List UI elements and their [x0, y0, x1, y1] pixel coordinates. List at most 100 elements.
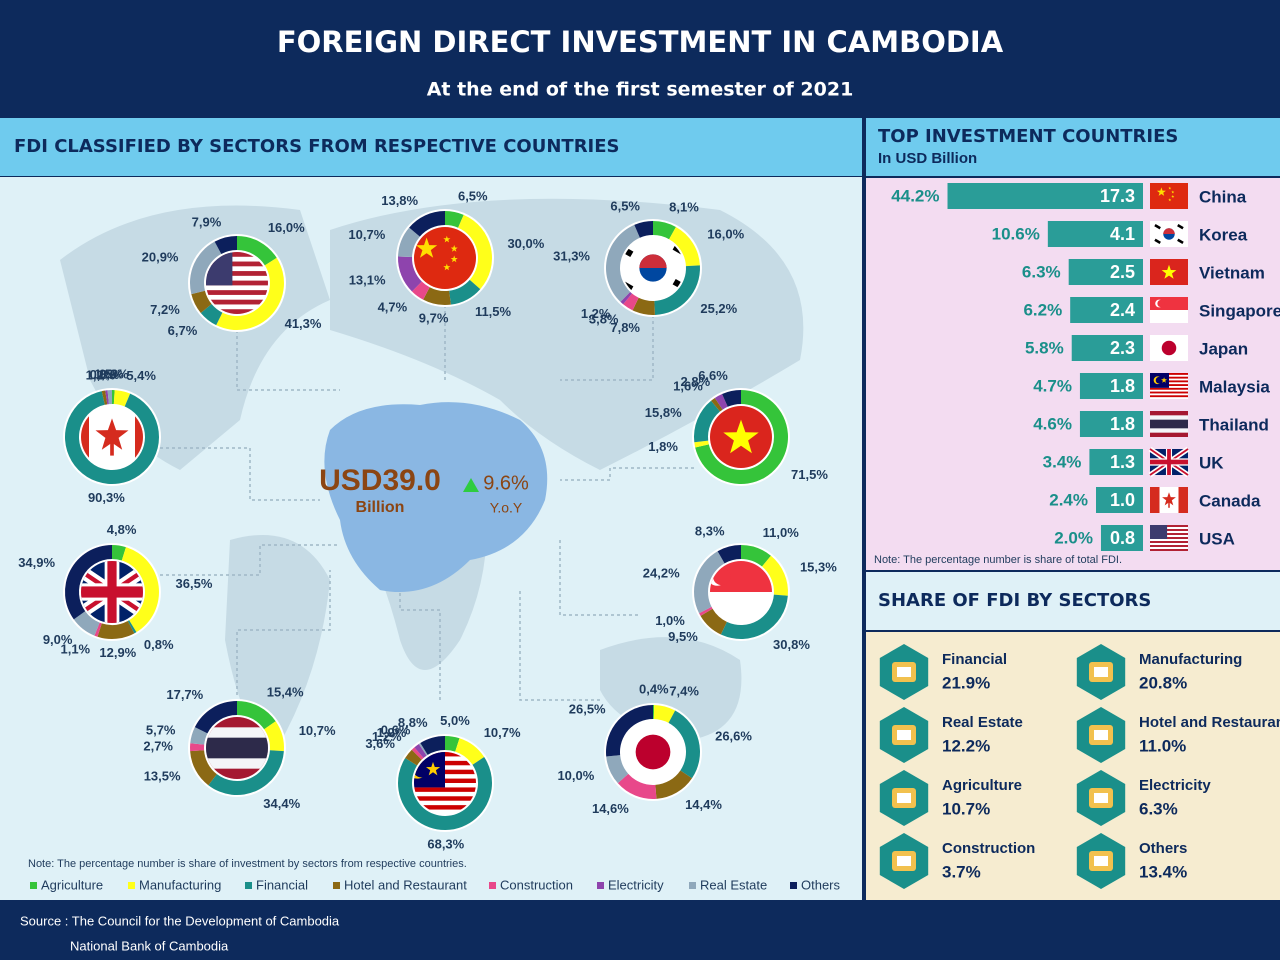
flag-part: [1161, 264, 1177, 279]
donut-segment: [420, 736, 445, 755]
flag: [1150, 297, 1188, 323]
growth-arrow: [463, 478, 479, 492]
flag-part: [414, 787, 476, 792]
data-label: 26,6%: [715, 728, 752, 743]
donut-segment: [458, 214, 493, 290]
data-label: 1,2%: [86, 367, 116, 382]
bar-share: 3.4%: [1043, 452, 1082, 471]
bar-value: 4.1: [1110, 224, 1135, 244]
data-label: 4,7%: [378, 299, 408, 314]
data-label: 8,1%: [669, 199, 699, 214]
flag-part: [450, 245, 458, 252]
data-label: 6,7%: [168, 323, 198, 338]
bar: [1079, 373, 1143, 399]
legend-label: Agriculture: [41, 877, 103, 892]
country-label: Singapore: [1199, 301, 1280, 320]
flag-part: [206, 252, 268, 257]
donut-segment: [190, 727, 208, 745]
legend-swatch: [597, 882, 604, 889]
bar: [947, 183, 1143, 209]
bar-note: Note: The percentage number is share of …: [874, 554, 1122, 566]
data-label: 26,5%: [569, 702, 606, 717]
data-label: 14,6%: [592, 801, 629, 816]
bar-share: 2.4%: [1049, 490, 1088, 509]
connector: [236, 330, 340, 391]
sector-icon-detail: [897, 667, 911, 677]
data-label: 12,9%: [99, 645, 136, 660]
source: Source : The Council for the Development…: [20, 913, 340, 928]
data-label: 9,5%: [668, 629, 698, 644]
donut-segment: [654, 265, 701, 315]
flag: [710, 561, 772, 623]
sector-value: 3.7%: [942, 862, 981, 881]
sector-value: 12.2%: [942, 736, 990, 755]
donut-segment: [113, 390, 131, 407]
donut-segment: [190, 750, 217, 786]
bar-value: 0.8: [1110, 528, 1135, 548]
donut-segment: [73, 611, 100, 636]
flag: [414, 752, 476, 814]
sector-value: 21.9%: [942, 673, 990, 692]
country-label: UK: [1199, 453, 1224, 472]
donut-segment: [634, 221, 653, 238]
donut-segment: [606, 755, 629, 784]
sector-value: 11.0%: [1139, 736, 1186, 755]
bar: [1089, 449, 1143, 475]
flag-part: [1150, 387, 1188, 390]
flag-part: [81, 586, 143, 598]
main-title: FOREIGN DIRECT INVESTMENT IN CAMBODIA: [277, 25, 1004, 59]
donut-segment: [418, 742, 428, 756]
flag-part: [1150, 533, 1188, 535]
donut-segment: [653, 705, 676, 723]
connector: [160, 544, 340, 576]
bar: [1070, 297, 1143, 323]
sectors-area: [866, 632, 1280, 900]
flag-part: [206, 261, 268, 267]
donut-segment: [606, 224, 640, 302]
donut-segment: [423, 287, 451, 306]
bar-value: 1.8: [1110, 376, 1135, 396]
donut-segment: [107, 390, 112, 405]
legend-label: Others: [801, 877, 841, 892]
data-label: 7,2%: [150, 302, 180, 317]
panel-header: [0, 118, 862, 176]
sector-icon-detail: [1094, 793, 1108, 803]
flag-part: [1150, 537, 1188, 539]
flag: [1150, 335, 1188, 361]
donut-segment: [237, 236, 277, 266]
donut-segment: [455, 738, 485, 765]
flag-part: [1178, 487, 1188, 513]
flag-part: [1171, 195, 1175, 198]
data-label: 25,2%: [700, 301, 737, 316]
data-label: 90,3%: [88, 490, 125, 505]
flag-part: [443, 263, 451, 271]
sector-name: Electricity: [1139, 777, 1211, 794]
data-label: 1,6%: [673, 379, 703, 394]
donut-segment: [741, 545, 771, 567]
bar-value: 1.3: [1110, 452, 1135, 472]
flag-part: [1163, 228, 1175, 234]
legend-label: Construction: [500, 877, 573, 892]
data-label: 30,8%: [773, 637, 810, 652]
flag-part: [1150, 459, 1188, 465]
bar-value: 2.5: [1110, 262, 1135, 282]
bar-title: TOP INVESTMENT COUNTRIES: [878, 126, 1178, 147]
data-label: 31,3%: [553, 248, 590, 263]
connector: [160, 447, 320, 501]
flag-part: [450, 255, 458, 263]
donut-segment: [414, 743, 427, 758]
data-label: 34,4%: [263, 796, 300, 811]
flag-part: [713, 567, 731, 586]
data-label: 71,5%: [791, 467, 828, 482]
data-label: 10,7%: [299, 723, 336, 738]
donut-segment: [237, 701, 276, 730]
donut-segment: [121, 547, 159, 633]
connector: [519, 590, 600, 701]
country-label: Japan: [1199, 339, 1248, 358]
data-label: 5,4%: [126, 368, 156, 383]
donut-segment: [216, 257, 284, 330]
donut-segment: [669, 226, 700, 267]
flag-part: [1171, 190, 1175, 194]
sector-icon-detail: [897, 856, 911, 866]
